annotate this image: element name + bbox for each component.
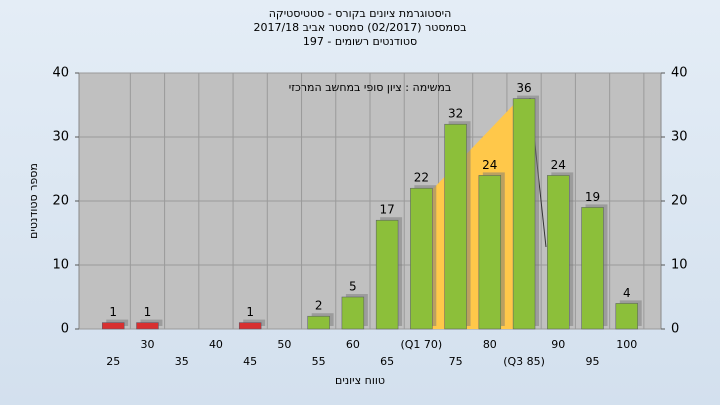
data-label: 17 xyxy=(379,203,394,217)
y-tick-label: 30 xyxy=(52,130,69,145)
x-tick-label: 35 xyxy=(175,355,189,368)
annotation: במשימה : ציון סופי במחשב המרכזי xyxy=(289,81,452,94)
y2-tick-label: 10 xyxy=(671,258,688,273)
x-axis-label: טווח ציונים xyxy=(335,374,385,387)
bar xyxy=(410,187,433,330)
bar xyxy=(547,175,570,330)
x-tick-label: 45 xyxy=(243,355,257,368)
x-tick-label: 75 xyxy=(449,355,463,368)
y-tick-label: 0 xyxy=(61,322,69,337)
data-label: 24 xyxy=(551,158,566,172)
x-tick-label: 80 xyxy=(483,338,497,351)
data-label: 22 xyxy=(414,171,429,185)
x-tick-label: 40 xyxy=(209,338,223,351)
x-tick-label: 60 xyxy=(346,338,360,351)
x-tick-label: 65 xyxy=(380,355,394,368)
y-tick-label: 40 xyxy=(52,66,69,81)
bar xyxy=(444,123,467,330)
bar xyxy=(238,322,262,330)
x-tick-label: 95 xyxy=(586,355,600,368)
data-label: 1 xyxy=(246,305,254,319)
data-label: 1 xyxy=(144,305,152,319)
x-tick-label: 30 xyxy=(140,338,154,351)
data-label: 2 xyxy=(315,299,323,313)
y-tick-label: 10 xyxy=(52,258,69,273)
bar xyxy=(307,315,330,330)
bar xyxy=(478,175,502,330)
bar xyxy=(615,303,638,330)
bar xyxy=(102,322,125,330)
chart-title: היסטוגרמת ציונים בקורס - סטטיסטיקה xyxy=(269,7,452,20)
chart-subtitle: סטודנטים רשומים - 197 xyxy=(303,35,417,48)
y-axis-label: מספר סטודנטים xyxy=(27,163,40,239)
x-tick-label: 50 xyxy=(277,338,291,351)
bar xyxy=(341,296,365,330)
chart-subtitle: בסמסטר (02/2017) סמסטר אביב 2017/18 xyxy=(253,21,466,34)
y2-tick-label: 20 xyxy=(671,194,688,209)
data-label: 36 xyxy=(516,81,531,95)
x-tick-label: (Q3 85) xyxy=(503,355,545,368)
x-tick-label: 90 xyxy=(551,338,565,351)
bar xyxy=(375,219,399,330)
data-label: 24 xyxy=(482,158,497,172)
data-label: 19 xyxy=(585,190,600,204)
x-tick-label: 100 xyxy=(616,338,637,351)
y-tick-label: 20 xyxy=(52,194,69,209)
y2-tick-label: 30 xyxy=(671,130,688,145)
data-label: 5 xyxy=(349,280,357,294)
bar xyxy=(136,322,159,330)
bar xyxy=(512,98,536,330)
x-tick-label: 55 xyxy=(312,355,326,368)
x-tick-label: 25 xyxy=(106,355,120,368)
y2-tick-label: 0 xyxy=(671,322,679,337)
x-tick-label: (Q1 70) xyxy=(400,338,442,351)
data-label: 4 xyxy=(623,286,631,300)
y2-tick-label: 40 xyxy=(671,66,688,81)
data-label: 1 xyxy=(109,305,117,319)
bar xyxy=(581,207,604,330)
data-label: 32 xyxy=(448,107,463,121)
